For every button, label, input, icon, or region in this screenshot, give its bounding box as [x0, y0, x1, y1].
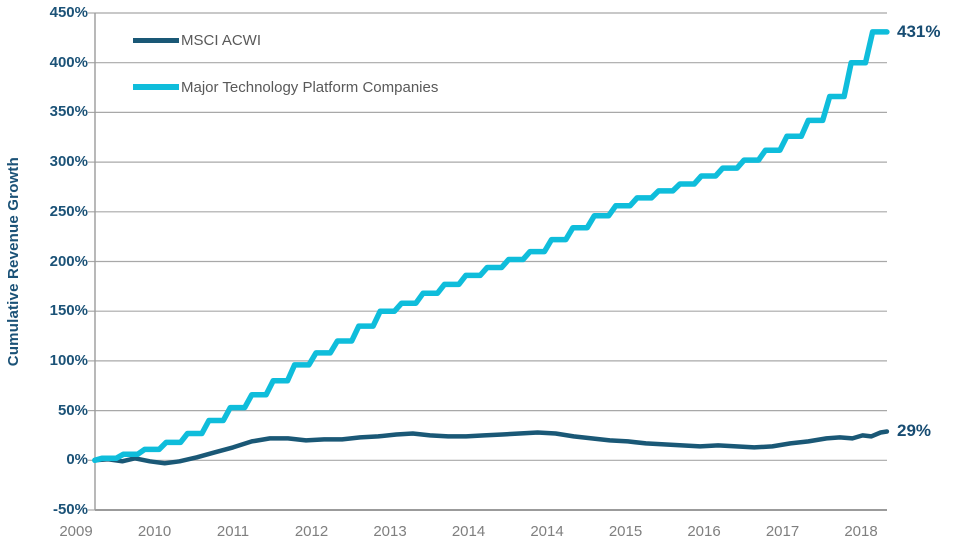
y-tick-label: 200%	[49, 252, 88, 270]
x-tick-label: 2013	[373, 523, 407, 540]
x-tick-label: 2014	[451, 523, 486, 540]
end-label-major-tech-platform: 431%	[897, 21, 941, 41]
end-label-msci-acwi: 29%	[897, 421, 932, 441]
legend-line-swatch-msci-acwi	[133, 37, 179, 43]
y-tick-label: 0%	[66, 451, 88, 469]
y-axis-title: Cumulative Revenue Growth	[4, 156, 22, 367]
y-tick-label: 450%	[49, 4, 88, 21]
y-tick-label: 100%	[49, 351, 88, 369]
series-line-msci-acwi	[92, 429, 890, 466]
x-tick-label: 2012	[294, 523, 329, 540]
x-tick-label: 2011	[216, 523, 250, 540]
y-tick-label: 50%	[57, 401, 88, 419]
data-series-lines	[92, 29, 890, 466]
legend-item-msci-acwi: MSCI ACWI	[133, 30, 261, 50]
y-tick-label: 300%	[49, 153, 88, 171]
y-tick-label: 400%	[49, 53, 88, 71]
x-tick-label: 2015	[608, 523, 643, 540]
x-tick-label: 2016	[687, 523, 721, 540]
legend-label-msci-acwi: MSCI ACWI	[181, 31, 262, 49]
y-tick-label: 250%	[49, 202, 88, 220]
x-tick-label: 2009	[59, 523, 93, 540]
gridlines	[88, 12, 887, 511]
x-tick-label: 2010	[137, 523, 172, 540]
x-tick-label: 2017	[765, 523, 800, 540]
y-tick-label: -50%	[52, 501, 88, 518]
legend-item-major-tech-platform: Major Technology Platform Companies	[133, 77, 438, 97]
y-tick-label: 350%	[49, 103, 88, 121]
x-tick-label: 2018	[844, 523, 878, 540]
y-axis-title-wrap: Cumulative Revenue Growth	[0, 13, 26, 510]
legend-label-major-tech-platform: Major Technology Platform Companies	[181, 78, 439, 96]
y-tick-label: 150%	[49, 302, 88, 320]
x-tick-label: 2014	[530, 523, 564, 540]
series-line-major-tech-platform	[92, 29, 890, 464]
legend-line-swatch-major-tech-platform	[133, 84, 179, 90]
axes	[94, 13, 887, 511]
